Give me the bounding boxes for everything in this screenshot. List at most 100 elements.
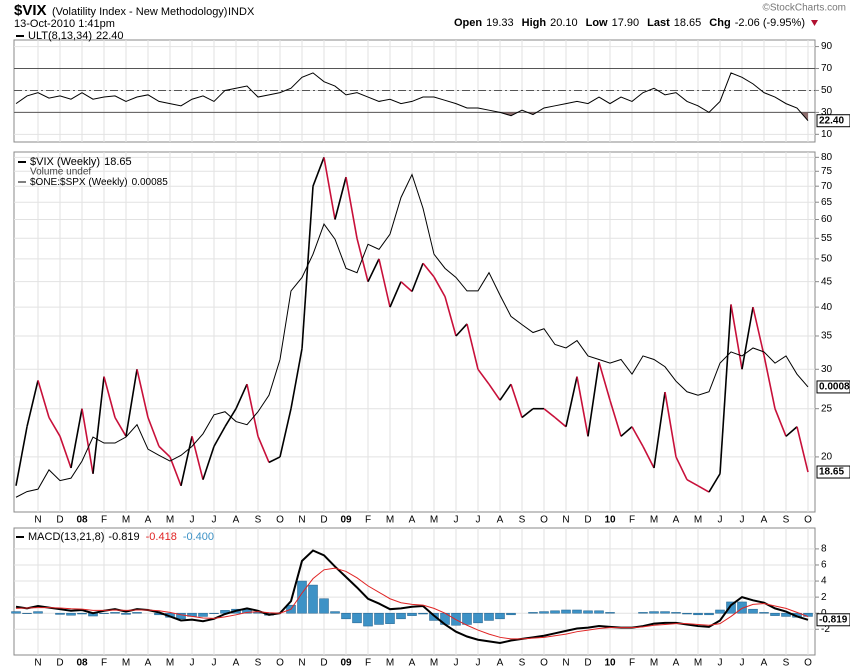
histogram-bar: [781, 612, 791, 617]
y-tick-label: 4: [821, 576, 827, 587]
price-segment: [741, 306, 754, 370]
histogram-bar: [594, 610, 604, 614]
price-segment: [202, 446, 215, 480]
price-segment: [158, 445, 171, 458]
histogram-bar: [55, 612, 65, 615]
histogram-bar: [374, 612, 384, 625]
price-segment: [642, 446, 655, 469]
x-tick-label: D: [56, 658, 63, 668]
macd-last-box: [816, 613, 850, 627]
legend-value: 18.65: [104, 156, 132, 168]
price-segment: [136, 369, 149, 418]
x-tick-label: F: [365, 515, 371, 526]
y-tick-label: 70: [821, 181, 833, 192]
macd-legend: MACD(13,21,8) -0.819 -0.418 -0.400: [28, 531, 214, 543]
histogram-bar: [748, 608, 758, 614]
x-tick-label: J: [740, 658, 745, 668]
quote-value: 17.90: [612, 17, 640, 29]
y-tick-label: 70: [821, 63, 833, 74]
histogram-bar: [363, 612, 373, 627]
x-tick-label: J: [476, 515, 481, 526]
legend-value: -0.819: [108, 531, 139, 543]
x-tick-label: A: [145, 658, 152, 668]
volume-note: Volume undef: [30, 167, 91, 178]
down-arrow: [811, 20, 818, 26]
y-tick-label: 25: [821, 403, 833, 414]
price-segment: [235, 383, 248, 410]
x-tick-label: A: [233, 658, 240, 668]
x-tick-label: M: [122, 658, 130, 668]
x-tick-label: M: [650, 515, 658, 526]
x-tick-label: N: [34, 658, 41, 668]
histogram-bar: [33, 611, 43, 614]
price-segment: [92, 376, 105, 474]
x-tick-label: O: [804, 658, 812, 668]
quote-label: Last: [647, 17, 670, 29]
watermark: ©StockCharts.com: [762, 3, 846, 14]
price-segment: [785, 426, 798, 437]
price-segment: [653, 391, 666, 469]
x-tick-label: A: [673, 515, 680, 526]
quote-value: -2.06 (-9.95%): [735, 17, 805, 29]
histogram-bar: [737, 601, 747, 614]
x-tick-label: M: [650, 658, 658, 668]
x-tick-label: A: [145, 515, 152, 526]
y-tick-label: 6: [821, 560, 827, 571]
histogram-bar: [319, 598, 329, 614]
x-tick-label: M: [694, 658, 702, 668]
histogram-bar: [660, 611, 670, 614]
legend-name: $ONE:$SPX (Weekly): [30, 177, 128, 188]
x-tick-label: N: [298, 658, 305, 668]
y-tick-label: 2: [821, 592, 827, 603]
price-segment: [587, 362, 600, 437]
histogram-bar: [77, 612, 87, 615]
quote-value: 18.65: [674, 17, 702, 29]
histogram-bar: [682, 612, 692, 615]
histogram-bar: [495, 612, 505, 620]
series-line: [15, 72, 809, 122]
quote-label: Chg: [709, 17, 730, 29]
price-segment: [543, 408, 556, 419]
x-tick-label: N: [562, 515, 569, 526]
legend-name: $VIX (Weekly): [30, 156, 100, 168]
histogram-bar: [121, 612, 131, 615]
x-tick-label: J: [212, 658, 217, 668]
histogram-bar: [198, 612, 208, 617]
price-segment: [213, 426, 226, 447]
price-segment: [378, 258, 391, 308]
x-tick-label: M: [430, 515, 438, 526]
histogram-bar: [308, 584, 318, 614]
x-tick-label: J: [190, 515, 195, 526]
price-segment: [103, 376, 116, 418]
price-segment: [268, 456, 281, 464]
x-tick-label: N: [298, 515, 305, 526]
x-tick-label: A: [761, 515, 768, 526]
x-tick-label: F: [629, 515, 635, 526]
histogram-bar: [341, 612, 351, 620]
legend-value: 22.40: [96, 30, 124, 42]
x-tick-label: J: [718, 515, 723, 526]
quote-label: High: [522, 17, 547, 29]
histogram-bar: [704, 612, 714, 616]
price-segment: [81, 408, 94, 474]
price-segment: [59, 436, 72, 469]
price-segment: [730, 304, 743, 370]
x-tick-label: M: [166, 515, 174, 526]
histogram-bar: [110, 612, 120, 614]
series-line: [15, 567, 809, 640]
y-tick-label: -2: [821, 624, 830, 635]
histogram-bar: [484, 612, 494, 621]
y-tick-label: 65: [821, 197, 833, 208]
histogram-bar: [11, 611, 21, 614]
x-tick-label: S: [519, 658, 526, 668]
histogram-bar: [671, 612, 681, 614]
x-tick-label: 09: [340, 515, 352, 526]
price-segment: [477, 368, 490, 385]
price-segment: [565, 376, 578, 427]
y-tick-label: 20: [821, 452, 833, 463]
x-tick-label: A: [761, 658, 768, 668]
price-segment: [510, 383, 523, 418]
histogram-bar: [605, 612, 615, 614]
quote-label: Open: [454, 17, 482, 29]
